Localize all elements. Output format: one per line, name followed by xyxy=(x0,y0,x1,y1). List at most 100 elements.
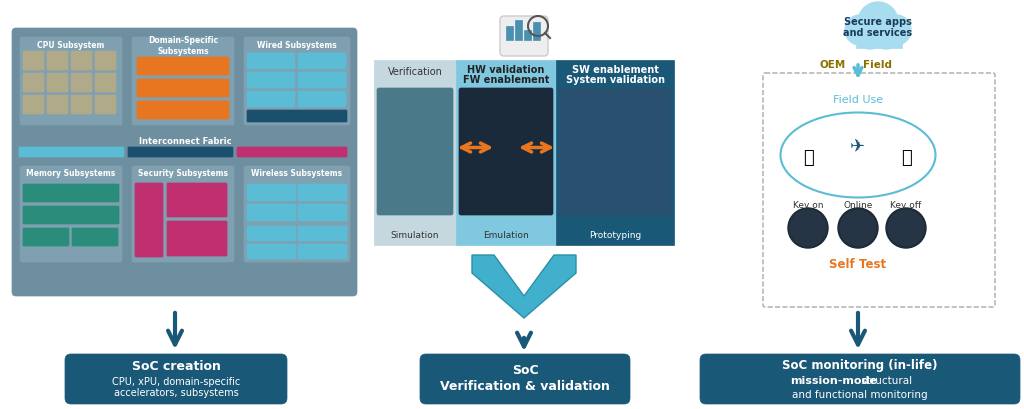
FancyBboxPatch shape xyxy=(247,244,296,259)
Text: and functional monitoring: and functional monitoring xyxy=(793,390,928,400)
FancyBboxPatch shape xyxy=(242,164,352,264)
FancyBboxPatch shape xyxy=(18,35,124,127)
FancyBboxPatch shape xyxy=(244,166,350,262)
FancyBboxPatch shape xyxy=(14,133,356,159)
FancyBboxPatch shape xyxy=(128,147,233,157)
FancyBboxPatch shape xyxy=(242,35,352,127)
Text: OEM: OEM xyxy=(820,60,846,70)
Text: Wired Subsystems: Wired Subsystems xyxy=(257,40,337,49)
FancyBboxPatch shape xyxy=(23,228,69,246)
Text: Secure apps: Secure apps xyxy=(844,17,912,27)
FancyBboxPatch shape xyxy=(71,95,92,114)
Bar xyxy=(506,26,513,40)
FancyBboxPatch shape xyxy=(137,101,229,119)
FancyBboxPatch shape xyxy=(47,95,68,114)
Text: Wireless Subsystems: Wireless Subsystems xyxy=(252,169,343,178)
Text: SoC creation: SoC creation xyxy=(131,360,220,373)
Polygon shape xyxy=(472,255,575,318)
Bar xyxy=(456,60,556,245)
FancyBboxPatch shape xyxy=(247,53,295,69)
FancyBboxPatch shape xyxy=(247,204,296,221)
FancyBboxPatch shape xyxy=(298,244,347,259)
FancyBboxPatch shape xyxy=(377,88,453,215)
FancyBboxPatch shape xyxy=(72,228,118,246)
FancyBboxPatch shape xyxy=(23,51,44,70)
Bar xyxy=(515,20,522,40)
FancyBboxPatch shape xyxy=(95,73,116,92)
FancyBboxPatch shape xyxy=(23,206,119,224)
FancyBboxPatch shape xyxy=(47,51,68,70)
Circle shape xyxy=(886,208,926,248)
Circle shape xyxy=(845,15,874,45)
Text: ✈: ✈ xyxy=(851,139,865,157)
Circle shape xyxy=(856,21,884,49)
Text: SW enablement: SW enablement xyxy=(571,65,658,75)
Text: Interconnect Fabric: Interconnect Fabric xyxy=(138,137,231,146)
Text: accelerators, subsystems: accelerators, subsystems xyxy=(114,388,239,398)
Text: mission-mode: mission-mode xyxy=(790,376,877,386)
Text: Key on: Key on xyxy=(793,200,823,209)
Text: Field: Field xyxy=(863,60,893,70)
FancyBboxPatch shape xyxy=(244,37,350,125)
FancyBboxPatch shape xyxy=(23,73,44,92)
FancyBboxPatch shape xyxy=(137,79,229,97)
FancyBboxPatch shape xyxy=(65,354,287,404)
FancyBboxPatch shape xyxy=(247,72,295,88)
Text: Key off: Key off xyxy=(891,200,922,209)
FancyBboxPatch shape xyxy=(247,110,347,122)
FancyBboxPatch shape xyxy=(298,204,347,221)
FancyBboxPatch shape xyxy=(137,57,229,75)
FancyBboxPatch shape xyxy=(20,37,122,125)
Circle shape xyxy=(790,210,826,246)
Text: 🏭: 🏭 xyxy=(803,149,813,167)
Text: and services: and services xyxy=(844,28,912,38)
Text: Verification & validation: Verification & validation xyxy=(440,380,610,393)
FancyBboxPatch shape xyxy=(132,166,234,262)
FancyBboxPatch shape xyxy=(247,184,296,201)
Circle shape xyxy=(872,21,900,49)
FancyBboxPatch shape xyxy=(298,184,347,201)
Text: SoC monitoring (in-life): SoC monitoring (in-life) xyxy=(782,360,938,373)
FancyBboxPatch shape xyxy=(47,73,68,92)
Text: 🚗: 🚗 xyxy=(901,149,911,167)
Text: Self Test: Self Test xyxy=(829,258,887,272)
FancyBboxPatch shape xyxy=(130,164,236,264)
FancyBboxPatch shape xyxy=(298,226,347,241)
FancyBboxPatch shape xyxy=(135,183,163,257)
Bar xyxy=(534,22,540,40)
FancyBboxPatch shape xyxy=(459,88,553,215)
FancyBboxPatch shape xyxy=(20,166,122,262)
Text: Field Use: Field Use xyxy=(833,95,883,105)
Text: structural: structural xyxy=(858,376,912,386)
FancyBboxPatch shape xyxy=(298,91,346,107)
Circle shape xyxy=(858,2,898,42)
FancyBboxPatch shape xyxy=(95,95,116,114)
Text: Emulation: Emulation xyxy=(483,231,528,240)
Circle shape xyxy=(888,210,924,246)
Bar xyxy=(556,60,674,245)
FancyBboxPatch shape xyxy=(132,37,234,125)
Text: Memory Subsystems: Memory Subsystems xyxy=(27,169,116,178)
FancyBboxPatch shape xyxy=(167,221,227,256)
Text: Prototyping: Prototyping xyxy=(589,231,641,240)
FancyBboxPatch shape xyxy=(95,51,116,70)
Text: Security Subsystems: Security Subsystems xyxy=(138,169,228,178)
FancyBboxPatch shape xyxy=(12,28,357,296)
FancyBboxPatch shape xyxy=(23,95,44,114)
Text: FW enablement: FW enablement xyxy=(463,75,549,85)
Text: CPU, xPU, domain-specific: CPU, xPU, domain-specific xyxy=(112,377,240,387)
FancyBboxPatch shape xyxy=(298,72,346,88)
Text: System validation: System validation xyxy=(565,75,665,85)
FancyBboxPatch shape xyxy=(420,354,630,404)
FancyBboxPatch shape xyxy=(247,91,295,107)
FancyBboxPatch shape xyxy=(247,226,296,241)
Text: HW validation: HW validation xyxy=(467,65,545,75)
FancyBboxPatch shape xyxy=(19,147,124,157)
Text: Simulation: Simulation xyxy=(391,231,439,240)
FancyBboxPatch shape xyxy=(700,354,1020,404)
Circle shape xyxy=(788,208,828,248)
FancyBboxPatch shape xyxy=(71,51,92,70)
FancyBboxPatch shape xyxy=(237,147,347,157)
Circle shape xyxy=(840,210,876,246)
Text: Verification: Verification xyxy=(387,67,442,77)
